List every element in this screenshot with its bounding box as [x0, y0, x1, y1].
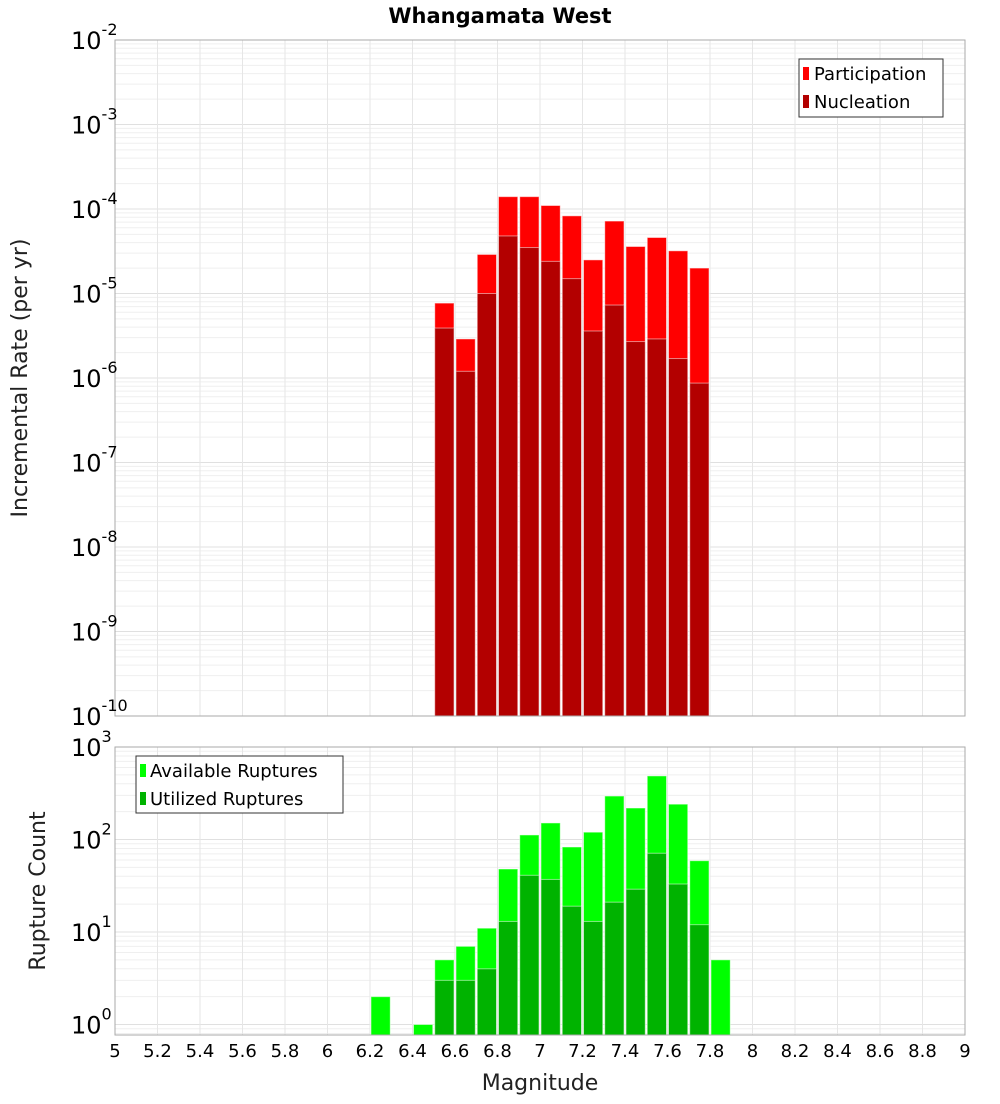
x-tick-label: 5.2: [143, 1041, 172, 1062]
x-tick-label: 7.2: [568, 1041, 597, 1062]
x-tick-label: 8.8: [908, 1041, 937, 1062]
x-axis-label: Magnitude: [482, 1071, 599, 1096]
y-tick-label: 103: [71, 727, 112, 762]
y-tick-exponent: -7: [102, 443, 118, 462]
y-tick-label: 10-5: [71, 274, 118, 309]
bar-utilized-ruptures: [455, 979, 476, 1036]
x-tick-label: 6.4: [398, 1041, 427, 1062]
bar-utilized-ruptures: [519, 874, 540, 1036]
y-tick-label: 10-3: [71, 105, 118, 140]
bar-nucleation: [583, 330, 604, 717]
y-tick-label: 10-9: [71, 612, 118, 647]
bar-utilized-ruptures: [434, 979, 455, 1036]
x-tick-label: 5.6: [228, 1041, 257, 1062]
bar-available-ruptures: [413, 1024, 434, 1036]
y-tick-exponent: -6: [102, 358, 118, 377]
legend-label-participation: Participation: [814, 64, 926, 85]
bar-utilized-ruptures: [689, 924, 710, 1036]
y-tick-exponent: -10: [102, 696, 128, 715]
bar-nucleation: [646, 338, 667, 717]
legend-swatch-participation: [803, 67, 809, 80]
top-plot: 10-10 10-9 10-8 10-7 10-6 10-5 10-4 10-3 10-2: [71, 20, 966, 731]
y-tick-label: 10-2: [71, 20, 118, 55]
top-y-axis-label: Incremental Rate (per yr): [8, 239, 33, 518]
bar-nucleation: [625, 341, 646, 717]
y-tick-exponent: -9: [102, 612, 118, 631]
top-legend: Participation Nucleation: [798, 58, 944, 118]
bar-nucleation: [561, 278, 582, 717]
bottom-legend: Available Ruptures Utilized Ruptures: [135, 755, 344, 814]
y-tick-label: 10-6: [71, 358, 118, 393]
x-tick-label: 8: [747, 1041, 758, 1062]
bar-available-ruptures: [710, 959, 731, 1036]
x-tick-label: 8.4: [823, 1041, 852, 1062]
x-tick-label: 6.6: [441, 1041, 470, 1062]
y-tick-exponent: -8: [102, 527, 118, 546]
x-tick-label: 7.4: [611, 1041, 640, 1062]
bar-utilized-ruptures: [668, 883, 689, 1036]
x-tick-label: 5: [109, 1041, 120, 1062]
bar-utilized-ruptures: [646, 852, 667, 1036]
bar-nucleation: [668, 358, 689, 717]
y-tick-exponent: 3: [102, 727, 112, 746]
bar-utilized-ruptures: [604, 901, 625, 1036]
legend-swatch-nucleation: [803, 95, 809, 108]
y-tick-exponent: 2: [102, 820, 112, 839]
bar-utilized-ruptures: [476, 968, 497, 1036]
x-tick-label: 5.8: [271, 1041, 300, 1062]
y-tick-exponent: -2: [102, 20, 118, 39]
chart-title: Whangamata West: [388, 4, 611, 28]
y-tick-label: 10-10: [71, 696, 128, 731]
bar-nucleation: [476, 293, 497, 717]
bar-nucleation: [689, 382, 710, 717]
bottom-y-axis-label: Rupture Count: [26, 811, 51, 971]
y-tick-exponent: -5: [102, 274, 118, 293]
y-tick-label: 101: [71, 912, 112, 947]
bar-nucleation: [540, 260, 561, 717]
bar-nucleation: [519, 247, 540, 717]
x-tick-label: 7.8: [696, 1041, 725, 1062]
y-tick-label: 100: [71, 1005, 112, 1040]
plot-border: [114, 746, 966, 1036]
x-tick-label: 7: [534, 1041, 545, 1062]
y-tick-label: 10-7: [71, 443, 118, 478]
plot-border: [114, 39, 966, 717]
bar-utilized-ruptures: [625, 888, 646, 1036]
x-tick-label: 8.6: [866, 1041, 895, 1062]
bar-utilized-ruptures: [498, 920, 519, 1036]
y-tick-exponent: 0: [102, 1005, 112, 1024]
bar-nucleation: [455, 370, 476, 717]
legend-swatch-available: [140, 764, 146, 777]
legend-label-available: Available Ruptures: [150, 761, 318, 782]
bar-utilized-ruptures: [540, 878, 561, 1036]
y-tick-label: 102: [71, 820, 112, 855]
bar-nucleation: [434, 327, 455, 717]
x-tick-label: 8.2: [781, 1041, 810, 1062]
x-tick-label: 6: [322, 1041, 333, 1062]
bar-utilized-ruptures: [583, 920, 604, 1036]
y-tick-label: 10-8: [71, 527, 118, 562]
x-tick-label: 9: [959, 1041, 970, 1062]
y-tick-exponent: 1: [102, 912, 112, 931]
legend-label-nucleation: Nucleation: [814, 92, 910, 113]
y-tick-exponent: -4: [102, 189, 118, 208]
legend-label-utilized: Utilized Ruptures: [150, 789, 303, 810]
bar-nucleation: [498, 235, 519, 717]
y-tick-exponent: -3: [102, 105, 118, 124]
bar-nucleation: [604, 304, 625, 717]
bar-utilized-ruptures: [561, 905, 582, 1036]
legend-swatch-utilized: [140, 792, 146, 805]
bar-available-ruptures: [370, 996, 391, 1036]
x-tick-label: 7.6: [653, 1041, 682, 1062]
x-tick-label: 6.8: [483, 1041, 512, 1062]
x-tick-label: 5.4: [186, 1041, 215, 1062]
y-tick-label: 10-4: [71, 189, 118, 224]
x-tick-label: 6.2: [356, 1041, 385, 1062]
